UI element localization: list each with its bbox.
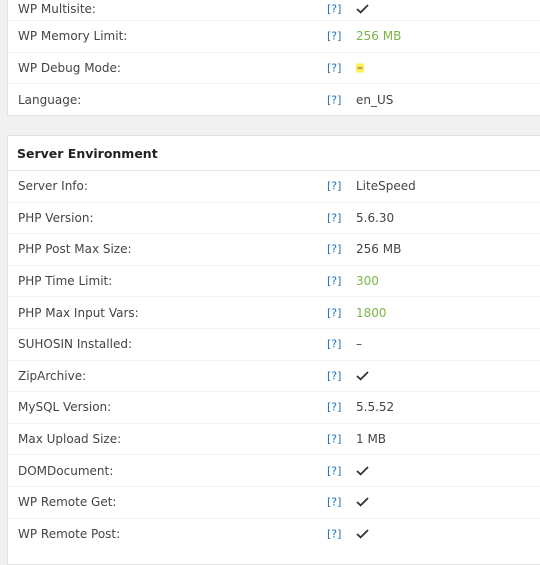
status-row-wp-multisite: WP Multisite: [?] xyxy=(8,0,540,21)
row-label: WP Debug Mode: xyxy=(18,60,121,75)
checkmark-icon xyxy=(356,529,369,539)
server-environment-title: Server Environment xyxy=(17,145,158,161)
help-tip-link[interactable]: [?] xyxy=(327,61,342,75)
server-environment-rows: Server Info: [?] LiteSpeed PHP Version: [?] 5… xyxy=(8,171,540,550)
row-label: SUHOSIN Installed: xyxy=(18,337,132,352)
server-environment-panel: Server Environment Server Info: [?] LiteSp… xyxy=(7,135,540,565)
row-label: PHP Time Limit: xyxy=(18,274,113,289)
row-value: LiteSpeed xyxy=(356,179,416,194)
row-value: 1800 xyxy=(356,305,387,320)
help-tip-link[interactable]: [?] xyxy=(327,29,342,43)
wordpress-environment-rows: WP Multisite: [?] WP Memory Limit: [?] 256 M… xyxy=(8,0,540,116)
row-label: WP Remote Get: xyxy=(18,495,117,510)
status-row-suhosin-installed: SUHOSIN Installed: [?] – xyxy=(8,329,540,361)
row-value: 1 MB xyxy=(356,432,387,447)
checkmark-icon xyxy=(356,497,369,507)
row-label: Server Info: xyxy=(18,179,88,194)
row-value: – xyxy=(356,337,362,352)
help-tip-link[interactable]: [?] xyxy=(327,211,342,225)
checkmark-icon xyxy=(356,371,369,381)
status-row-mysql-version: MySQL Version: [?] 5.5.52 xyxy=(8,392,540,424)
row-label: DOMDocument: xyxy=(18,463,114,478)
help-tip-link[interactable]: [?] xyxy=(327,464,342,478)
row-value: en_US xyxy=(356,92,394,107)
status-row-max-upload-size: Max Upload Size: [?] 1 MB xyxy=(8,424,540,456)
row-label: PHP Max Input Vars: xyxy=(18,305,139,320)
status-row-wp-remote-post: WP Remote Post: [?] xyxy=(8,519,540,551)
checkmark-icon xyxy=(356,3,369,14)
help-tip-link[interactable]: [?] xyxy=(327,179,342,193)
help-tip-link[interactable]: [?] xyxy=(327,432,342,446)
row-value: 5.5.52 xyxy=(356,400,395,415)
help-tip-link[interactable]: [?] xyxy=(327,2,342,15)
row-label: MySQL Version: xyxy=(18,400,112,415)
help-tip-link[interactable]: [?] xyxy=(327,93,342,107)
row-label: ZipArchive: xyxy=(18,368,87,383)
status-row-wp-remote-get: WP Remote Get: [?] xyxy=(8,487,540,519)
help-tip-link[interactable]: [?] xyxy=(327,274,342,288)
status-row-wp-debug-mode: WP Debug Mode: [?] – xyxy=(8,53,540,85)
status-row-php-time-limit: PHP Time Limit: [?] 300 xyxy=(8,266,540,298)
row-value: 256 MB xyxy=(356,242,402,257)
help-tip-link[interactable]: [?] xyxy=(327,495,342,509)
row-value: 256 MB xyxy=(356,29,402,44)
help-tip-link[interactable]: [?] xyxy=(327,400,342,414)
status-row-domdocument: DOMDocument: [?] xyxy=(8,455,540,487)
help-tip-link[interactable]: [?] xyxy=(327,242,342,256)
row-label: PHP Version: xyxy=(18,210,94,225)
status-row-php-post-max-size: PHP Post Max Size: [?] 256 MB xyxy=(8,234,540,266)
panel-header: Server Environment xyxy=(8,136,540,171)
status-row-language: Language: [?] en_US xyxy=(8,84,540,116)
help-tip-link[interactable]: [?] xyxy=(327,337,342,351)
checkmark-icon xyxy=(356,466,369,476)
row-label: WP Multisite: xyxy=(18,1,96,16)
row-label: WP Remote Post: xyxy=(18,527,121,542)
status-row-ziparchive: ZipArchive: [?] xyxy=(8,361,540,393)
status-row-wp-memory-limit: WP Memory Limit: [?] 256 MB xyxy=(8,21,540,53)
row-label: Max Upload Size: xyxy=(18,432,122,447)
status-row-server-info: Server Info: [?] LiteSpeed xyxy=(8,171,540,203)
row-label: PHP Post Max Size: xyxy=(18,242,132,257)
row-value: 300 xyxy=(356,274,379,289)
row-value: – xyxy=(356,60,364,75)
row-label: WP Memory Limit: xyxy=(18,29,128,44)
help-tip-link[interactable]: [?] xyxy=(327,369,342,383)
help-tip-link[interactable]: [?] xyxy=(327,527,342,541)
row-label: Language: xyxy=(18,92,82,107)
status-row-php-version: PHP Version: [?] 5.6.30 xyxy=(8,203,540,235)
row-value: 5.6.30 xyxy=(356,210,395,225)
help-tip-link[interactable]: [?] xyxy=(327,306,342,320)
wordpress-environment-panel: WP Multisite: [?] WP Memory Limit: [?] 256 M… xyxy=(7,0,540,116)
status-row-php-max-input-vars: PHP Max Input Vars: [?] 1800 xyxy=(8,297,540,329)
